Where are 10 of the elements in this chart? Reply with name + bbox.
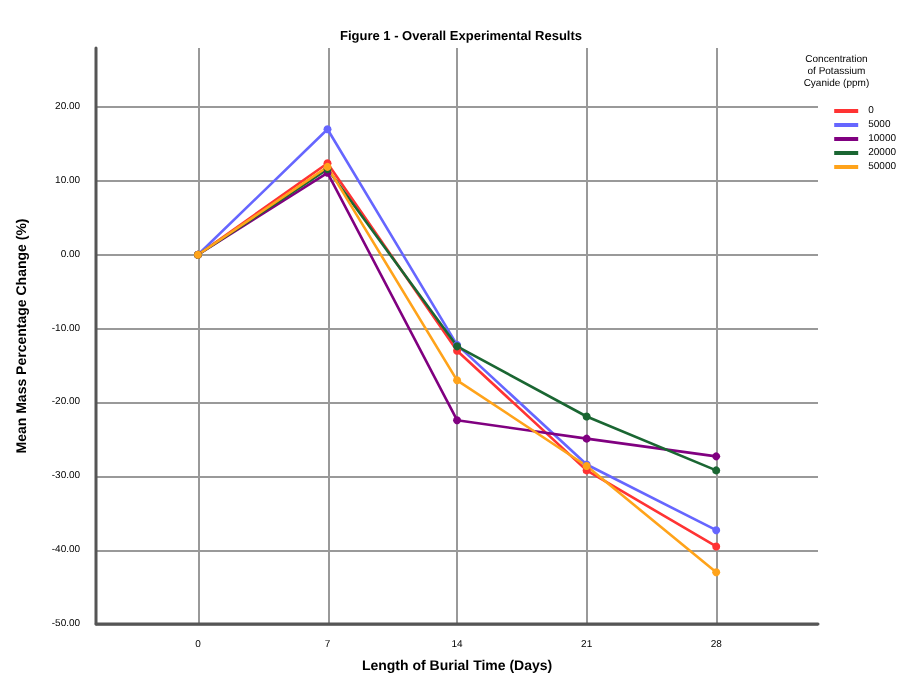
point [453,416,462,425]
point [582,412,591,421]
point [712,542,721,551]
point [582,434,591,443]
point [323,125,332,134]
point [712,568,721,577]
point [712,526,721,535]
point [453,376,462,385]
point [712,452,721,461]
point [712,466,721,475]
